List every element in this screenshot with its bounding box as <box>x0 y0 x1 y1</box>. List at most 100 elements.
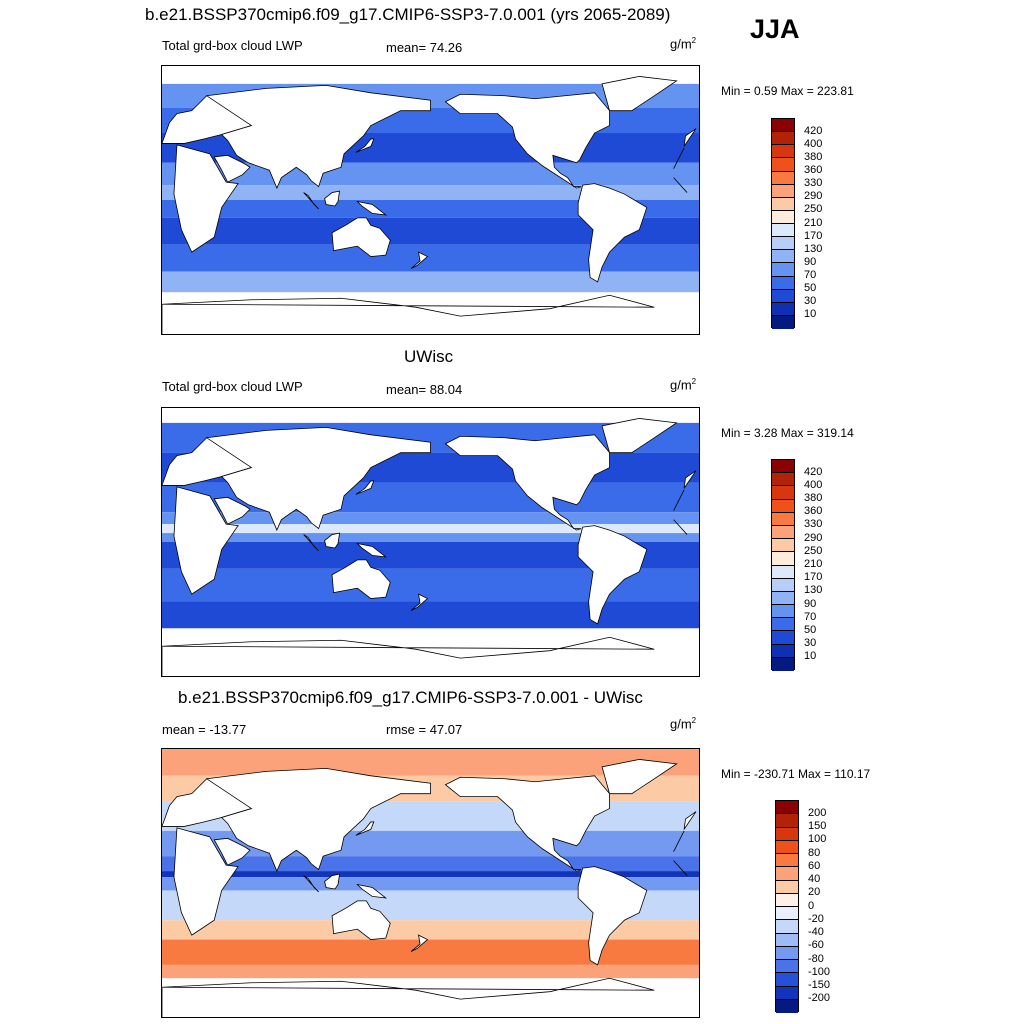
panel-3-minmax: Min = -230.71 Max = 110.17 <box>721 767 871 781</box>
colorbar-tick-label: 360 <box>804 505 823 518</box>
colorbar-tick-label: 210 <box>804 558 823 570</box>
colorbar-tick-label: 90 <box>804 255 817 268</box>
colorbar-tick-label: 360 <box>804 164 823 176</box>
colorbar-tick-label: 150 <box>808 820 827 832</box>
colorbar-tick-label: 0 <box>808 899 815 912</box>
colorbar-swatch <box>776 814 798 828</box>
continent-borneo <box>324 190 341 207</box>
field-band <box>162 856 699 872</box>
panel-3-rmse-label: rmse = 47.07 <box>386 722 463 737</box>
colorbar-swatch <box>772 460 794 474</box>
colorbar-tick-label: -200 <box>808 992 831 1005</box>
panel-1-mean-label: mean= 74.26 <box>386 40 463 55</box>
colorbar-tick-label: 330 <box>804 518 823 531</box>
colorbar-tick-label: 80 <box>808 846 821 859</box>
continent-borneo <box>324 532 341 549</box>
colorbar-swatch <box>772 473 794 487</box>
continent-asia <box>205 84 431 190</box>
colorbar-swatch <box>776 893 798 907</box>
colorbar-tick-label: 100 <box>808 833 827 846</box>
colorbar-tick-label: 20 <box>808 886 821 899</box>
colorbar-swatch <box>772 539 794 553</box>
colorbar-swatch <box>772 591 794 606</box>
field-band <box>162 533 699 542</box>
continent-green <box>601 759 678 795</box>
panel-1-minmax: Min = 0.59 Max = 223.81 <box>721 84 854 98</box>
continent-japan <box>355 821 375 836</box>
colorbar-tick-label: -80 <box>808 952 824 965</box>
field-band <box>162 244 699 272</box>
continent-samer <box>577 866 648 966</box>
colorbar-swatch <box>772 302 794 316</box>
continent-antar <box>162 977 655 1000</box>
panel-1-colorbar: 420 400 380 360 330 290 250 210 170 130 90 70 50 30 10 <box>771 118 822 329</box>
colorbar-tick-label: 290 <box>804 531 823 544</box>
colorbar-tick-label: 420 <box>804 465 823 478</box>
continent-namer <box>444 434 610 531</box>
panel-3-units: g/m2 <box>670 716 697 732</box>
colorbar-swatch <box>772 644 794 658</box>
field-band <box>162 200 699 218</box>
continent-europe <box>683 811 697 830</box>
colorbar-tick-label: -20 <box>808 912 824 925</box>
field-band <box>162 271 699 293</box>
colorbar-swatch <box>772 578 794 592</box>
colorbar-swatch <box>772 289 794 303</box>
panel-2-units: g/m2 <box>670 377 697 393</box>
colorbar-swatch <box>772 605 794 619</box>
continent-newg <box>356 200 388 216</box>
colorbar-swatches <box>771 118 795 329</box>
continent-austr <box>331 217 391 257</box>
colorbar-tick-label: 170 <box>804 229 823 242</box>
colorbar-swatch <box>772 565 794 579</box>
field-band <box>162 964 699 979</box>
continent-antar <box>162 636 655 659</box>
colorbar-tick-label: 130 <box>804 584 823 597</box>
panel-2-title: UWisc <box>404 347 454 366</box>
colorbar-tick-label: 30 <box>804 295 817 308</box>
panel-1-left-label: Total grd-box cloud LWP <box>162 38 303 53</box>
field-band <box>162 512 699 525</box>
panel-2-minmax: Min = 3.28 Max = 319.14 <box>721 426 854 440</box>
colorbar-swatch <box>776 840 798 854</box>
colorbar-swatch <box>772 631 794 645</box>
colorbar-swatch <box>772 119 794 133</box>
colorbar-swatch <box>776 920 798 934</box>
continent-nz <box>410 593 429 611</box>
colorbar-swatch <box>776 867 798 881</box>
map-canvas <box>162 408 699 676</box>
colorbar-swatch <box>772 263 794 277</box>
continent-austr <box>331 559 391 599</box>
continent-indo1 <box>303 534 319 552</box>
continent-indo1 <box>303 875 319 893</box>
colorbar-tick-label: -150 <box>808 979 831 991</box>
continent-africa <box>673 177 688 193</box>
colorbar-tick-label: 250 <box>804 203 823 216</box>
colorbar-swatch <box>776 854 798 868</box>
panel-3-mean-label: mean = -13.77 <box>162 722 247 737</box>
continent-japan <box>355 480 375 495</box>
colorbar-swatch <box>776 960 798 974</box>
panel-3-map <box>161 748 700 1018</box>
continent-arabia <box>213 154 251 183</box>
field-band <box>162 920 699 940</box>
panel-1-map <box>161 65 700 335</box>
colorbar-swatch <box>772 525 794 540</box>
colorbar-tick-label: -100 <box>808 965 831 978</box>
colorbar-swatch <box>772 224 794 238</box>
colorbar-tick-label: 70 <box>804 269 817 281</box>
continent-asia <box>205 426 431 532</box>
continent-africa <box>173 827 239 936</box>
continent-borneo <box>324 873 341 890</box>
colorbar-swatch <box>772 132 794 146</box>
colorbar-tick-label: 380 <box>804 150 823 163</box>
colorbar-swatch <box>772 210 794 224</box>
colorbar-swatch <box>772 315 794 329</box>
colorbar-swatch <box>776 827 798 841</box>
continent-africa <box>673 489 685 511</box>
colorbar-tick-label: 330 <box>804 177 823 190</box>
colorbar-tick-label: 130 <box>804 242 823 255</box>
continent-arabia <box>213 837 251 866</box>
colorbar-tick-label: 290 <box>804 190 823 203</box>
continent-namer <box>444 775 610 872</box>
